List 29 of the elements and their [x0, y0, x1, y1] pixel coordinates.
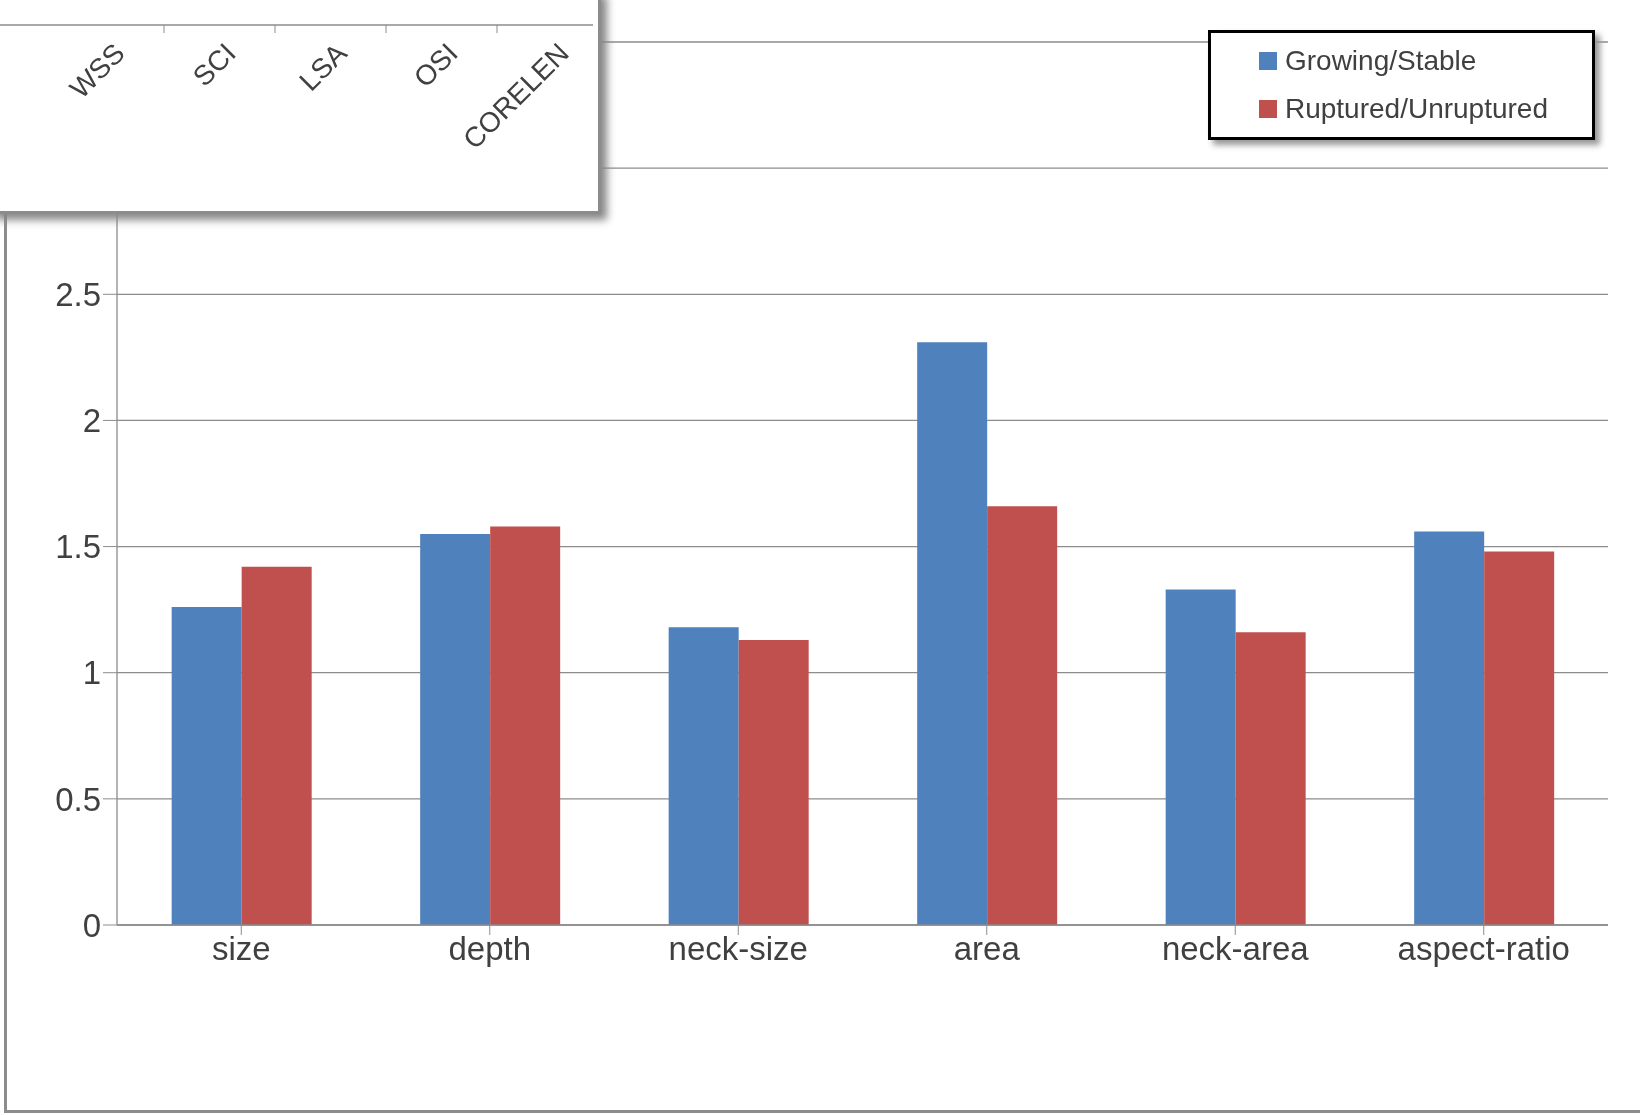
bar [241, 566, 312, 925]
bar [1235, 632, 1306, 925]
category-label: OSI [407, 37, 464, 94]
x-tick-label: neck-size [668, 930, 808, 968]
x-tick-label: aspect-ratio [1397, 930, 1570, 968]
x-tick-label: depth [448, 930, 532, 968]
y-tick-label: 2.5 [55, 276, 101, 313]
y-tick-label: 0.5 [55, 780, 101, 818]
legend-label: Ruptured/Unruptured [1284, 92, 1548, 126]
bar [490, 526, 561, 925]
y-tick-label: 0 [82, 906, 101, 944]
bar [1484, 551, 1555, 925]
bar [1414, 531, 1485, 925]
bar [917, 342, 988, 925]
legend-label: Growing/Stable [1284, 44, 1477, 78]
bar [171, 607, 242, 925]
bar [420, 533, 491, 925]
bar [668, 627, 739, 925]
category-label: SCI [186, 37, 242, 93]
y-tick-label: 1 [82, 654, 101, 692]
y-tick-label: 1.5 [55, 528, 101, 566]
bar [1165, 589, 1236, 925]
category-label: LSA [293, 37, 353, 97]
x-tick-label: area [953, 930, 1021, 968]
bar [738, 639, 809, 925]
y-tick-label: 2 [82, 402, 101, 440]
bar [987, 506, 1058, 925]
x-tick-label: size [211, 930, 271, 968]
x-tick-label: neck-area [1161, 930, 1310, 968]
